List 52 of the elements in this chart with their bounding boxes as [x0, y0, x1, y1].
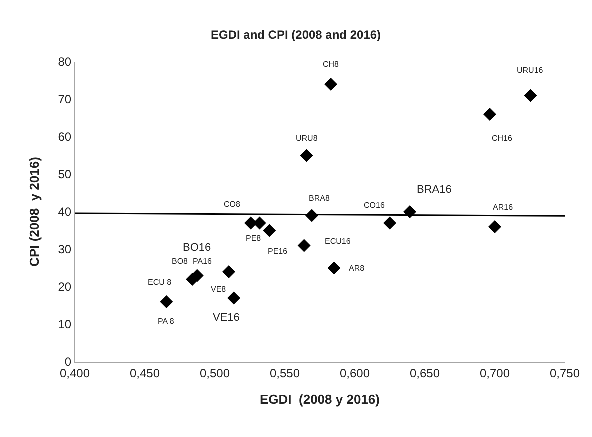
y-tick-label: 70: [58, 92, 72, 107]
annotation: VE8: [211, 285, 227, 294]
annotation: BRA8: [309, 194, 330, 203]
y-tick-label: 10: [58, 318, 72, 332]
annotation: PA 8: [158, 317, 175, 326]
point: [324, 78, 338, 91]
x-tick-label: 0,650: [410, 366, 440, 380]
annotation: CH8: [323, 60, 340, 69]
annotation: PE8: [246, 234, 262, 243]
y-tick-label: 80: [58, 55, 72, 70]
point: [483, 108, 496, 121]
y-tick-label: 50: [58, 168, 72, 182]
point: [524, 89, 538, 102]
annotation: ECU 8: [148, 278, 172, 287]
y-tick-label: 20: [58, 280, 72, 294]
x-axis-title: EGDI (2008 y 2016): [260, 392, 380, 407]
point: [244, 216, 258, 230]
annotation: PE16: [268, 247, 288, 256]
x-tick-label: 0,600: [340, 366, 370, 380]
annotation: AR8: [349, 264, 366, 273]
annotation: PA16: [193, 257, 213, 266]
annotation: ECU16: [325, 237, 352, 246]
point: [228, 292, 241, 305]
annotation: BRA16: [417, 184, 452, 196]
annotation: BO16: [183, 242, 212, 254]
point: [298, 239, 311, 252]
x-tick-label: 0,450: [130, 366, 160, 380]
annotation: CH16: [492, 134, 514, 143]
y-tick-label: 30: [58, 242, 72, 257]
x-tick-label: 0,700: [480, 366, 510, 380]
annotation: URU8: [296, 134, 318, 143]
y-tick-label: 40: [58, 205, 72, 220]
annotation: URU16: [517, 66, 544, 75]
y-axis-title: CPI (2008 y 2016): [27, 157, 42, 267]
point: [488, 220, 502, 234]
annotation: AR16: [493, 203, 514, 212]
point: [263, 224, 276, 238]
point: [253, 216, 266, 230]
x-tick-label: 0,750: [550, 366, 580, 380]
point: [384, 216, 396, 230]
annotation: VE16: [213, 312, 240, 324]
x-tick-label: 0,500: [200, 366, 230, 380]
point: [222, 266, 236, 278]
annotation: BO8: [172, 257, 189, 266]
annotation: CO8: [224, 200, 241, 209]
chart-title: EGDI and CPI (2008 and 2016): [210, 28, 382, 42]
point: [160, 296, 174, 308]
annotation: CO16: [364, 201, 386, 210]
x-tick-label: 0,550: [270, 366, 300, 380]
point: [300, 149, 314, 162]
point: [328, 262, 341, 275]
y-tick-label: 60: [58, 130, 72, 144]
